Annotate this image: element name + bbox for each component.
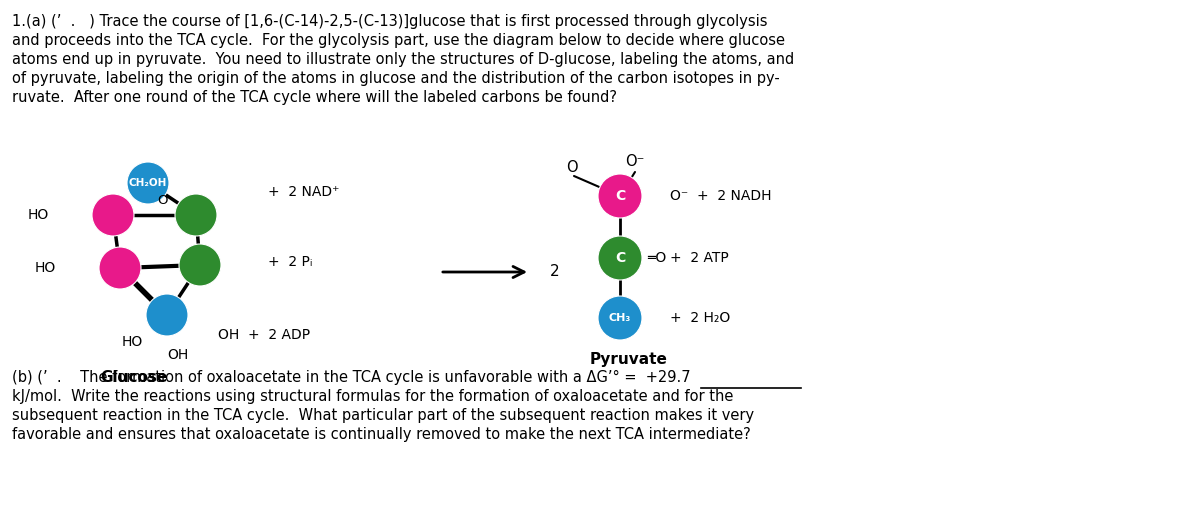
Text: of pyruvate, labeling the origin of the atoms in glucose and the distribution of: of pyruvate, labeling the origin of the …: [12, 71, 780, 86]
Text: HO: HO: [122, 335, 143, 349]
Text: ═O: ═O: [647, 251, 666, 265]
Circle shape: [175, 194, 217, 236]
Text: CH₂OH: CH₂OH: [128, 178, 167, 188]
Circle shape: [598, 174, 642, 218]
Text: O: O: [566, 160, 578, 174]
Text: C: C: [614, 251, 625, 265]
Text: subsequent reaction in the TCA cycle.  What particular part of the subsequent re: subsequent reaction in the TCA cycle. Wh…: [12, 408, 754, 423]
Text: Pyruvate: Pyruvate: [590, 352, 668, 367]
Text: (b) (’  .    The formation of oxaloacetate in the TCA cycle is unfavorable with : (b) (’ . The formation of oxaloacetate i…: [12, 370, 691, 385]
Text: +  2 ATP: + 2 ATP: [670, 251, 728, 265]
Text: and proceeds into the TCA cycle.  For the glycolysis part, use the diagram below: and proceeds into the TCA cycle. For the…: [12, 33, 785, 48]
Text: ruvate.  After one round of the TCA cycle where will the labeled carbons be foun: ruvate. After one round of the TCA cycle…: [12, 90, 617, 105]
Text: HO: HO: [28, 208, 49, 222]
Text: OH  +  2 ADP: OH + 2 ADP: [218, 328, 310, 342]
Text: 1.(a) (’  .   ) Trace the course of [1,6-(C-14)-2,5-(C-13)]glucose that is first: 1.(a) (’ . ) Trace the course of [1,6-(C…: [12, 14, 768, 29]
Circle shape: [598, 236, 642, 280]
Text: O⁻: O⁻: [625, 155, 644, 169]
Text: kJ/mol.  Write the reactions using structural formulas for the formation of oxal: kJ/mol. Write the reactions using struct…: [12, 389, 733, 404]
Text: C: C: [614, 189, 625, 203]
Text: +  2 H₂O: + 2 H₂O: [670, 311, 731, 325]
Circle shape: [98, 247, 142, 289]
Text: Glucose: Glucose: [100, 370, 167, 385]
Text: O: O: [157, 194, 168, 206]
Text: +  2 NAD⁺: + 2 NAD⁺: [268, 185, 340, 199]
Circle shape: [179, 244, 221, 286]
Text: atoms end up in pyruvate.  You need to illustrate only the structures of D-gluco: atoms end up in pyruvate. You need to il…: [12, 52, 794, 67]
Text: 2: 2: [550, 265, 560, 279]
Text: favorable and ensures that oxaloacetate is continually removed to make the next : favorable and ensures that oxaloacetate …: [12, 427, 751, 442]
Text: O⁻  +  2 NADH: O⁻ + 2 NADH: [670, 189, 772, 203]
Text: CH₃: CH₃: [608, 313, 631, 323]
Circle shape: [146, 294, 188, 336]
Text: +  2 Pᵢ: + 2 Pᵢ: [268, 255, 312, 269]
Text: OH: OH: [167, 348, 188, 362]
Text: HO: HO: [35, 261, 56, 275]
Circle shape: [92, 194, 134, 236]
Circle shape: [598, 296, 642, 340]
Circle shape: [127, 162, 169, 204]
